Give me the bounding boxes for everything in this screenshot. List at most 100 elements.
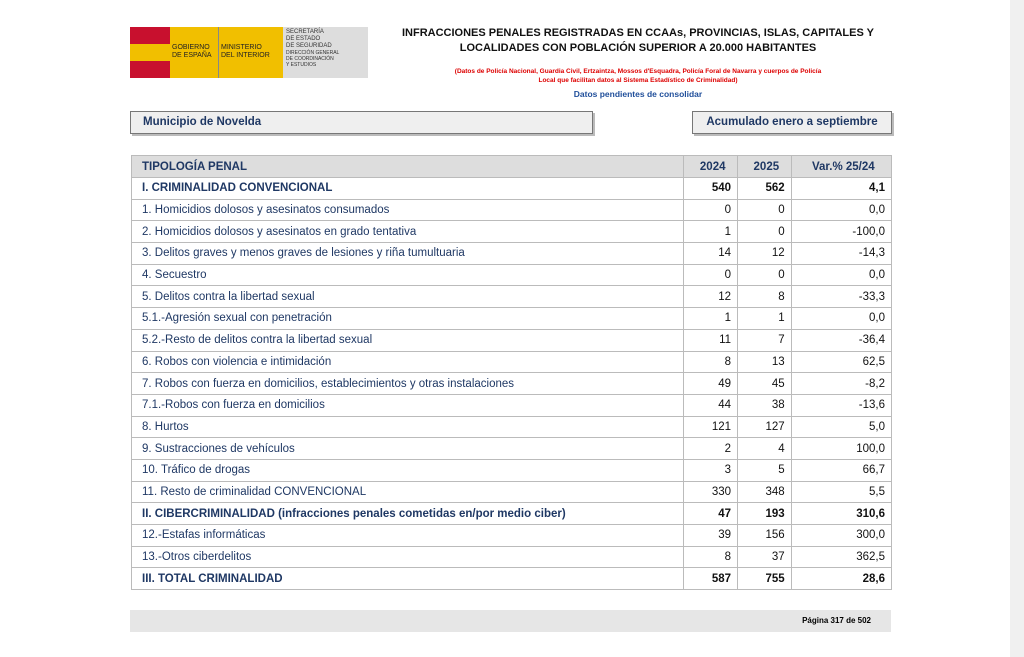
note: Datos pendientes de consolidar <box>573 89 703 99</box>
table-row: 5.2.-Resto de delitos contra la libertad… <box>130 328 893 352</box>
value-cell: 4,1 <box>790 177 893 200</box>
table-row: 11. Resto de criminalidad CONVENCIONAL 33… <box>130 480 893 504</box>
table-row: 4. Secuestro 0 0 0,0 <box>130 263 893 287</box>
column-header: TIPOLOGÍA PENAL <box>130 155 685 178</box>
subtitle-line: (Datos de Policía Nacional, Guardia Civi… <box>454 68 822 75</box>
title-line: LOCALIDADES CON POBLACIÓN SUPERIOR A 20.… <box>459 42 817 54</box>
column-header: 2025 <box>737 155 792 178</box>
value-cell: 348 <box>737 480 792 504</box>
logo-ministry: MINISTERIO DEL INTERIOR <box>218 27 283 78</box>
label-cell: 5. Delitos contra la libertad sexual <box>130 285 685 309</box>
table-row: 6. Robos con violencia e intimidación 8 13… <box>130 350 893 374</box>
page-number: Página 317 de 502 <box>802 616 871 625</box>
logo-text: SECRETARÍA <box>286 29 324 35</box>
subtitle-line: Local que facilitan datos al Sistema Est… <box>538 77 738 84</box>
value-cell: 7 <box>737 328 792 352</box>
logo-text: DE SEGURIDAD <box>286 43 332 49</box>
label-cell: 5.2.-Resto de delitos contra la libertad… <box>130 328 685 352</box>
subtitle: (Datos de Policía Nacional, Guardia Civi… <box>400 67 876 85</box>
value-cell: 4 <box>737 437 792 460</box>
value-cell: 330 <box>683 480 739 504</box>
value-cell: 12 <box>683 285 739 309</box>
value-cell: 3 <box>683 458 739 482</box>
logo-text: MINISTERIO <box>221 44 262 51</box>
table-row: 12.-Estafas informáticas 39 156 300,0 <box>130 524 893 547</box>
column-header: Var.% 25/24 <box>790 155 893 178</box>
value-cell: 0,0 <box>790 263 893 287</box>
value-cell: 362,5 <box>790 545 893 569</box>
value-cell: 0 <box>737 220 792 244</box>
label-cell: 5.1.-Agresión sexual con penetración <box>130 307 685 330</box>
period-box: Acumulado enero a septiembre <box>692 111 892 134</box>
logo-text: DE COORDINACIÓN <box>286 56 334 62</box>
flag-shield <box>130 27 170 78</box>
value-cell: 14 <box>683 242 739 265</box>
value-cell: 37 <box>737 545 792 569</box>
table-row: 5. Delitos contra la libertad sexual 12 8-… <box>130 285 893 309</box>
scrollbar <box>1010 0 1024 657</box>
value-cell: 5,0 <box>790 415 893 439</box>
crime-table: TIPOLOGÍA PENAL 2024 2025 Var.% 25/24 I. CR… <box>130 155 893 591</box>
value-cell: 587 <box>683 567 739 591</box>
municipality-box: Municipio de Novelda <box>130 111 593 134</box>
value-cell: 562 <box>737 177 792 200</box>
value-cell: 5 <box>737 458 792 482</box>
table-row: II. CIBERCRIMINALIDAD (infracciones pena… <box>130 502 893 525</box>
table-row: 1. Homicidios dolosos y asesinatos consu… <box>130 198 893 222</box>
value-cell: 12 <box>737 242 792 265</box>
value-cell: 5,5 <box>790 480 893 504</box>
value-cell: 0 <box>737 198 792 222</box>
value-cell: 1 <box>683 307 739 330</box>
label-cell: 4. Secuestro <box>130 263 685 287</box>
value-cell: 540 <box>683 177 739 200</box>
table-row: 7. Robos con fuerza en domicilios, estab… <box>130 372 893 395</box>
logo-text: DE ESTADO <box>286 36 321 42</box>
value-cell: 45 <box>737 372 792 395</box>
title: INFRACCIONES PENALES REGISTRADAS EN CCAA… <box>400 26 876 56</box>
table-row: 13.-Otros ciberdelitos 8 37 362,5 <box>130 545 893 569</box>
label-cell: 8. Hurtos <box>130 415 685 439</box>
value-cell: 8 <box>683 545 739 569</box>
logo-secretariat: SECRETARÍA DE ESTADO DE SEGURIDAD DIRECCIÓ… <box>283 27 368 78</box>
table-row: 8. Hurtos 121 127 5,0 <box>130 415 893 439</box>
value-cell: 0 <box>683 263 739 287</box>
logo: GOBIERNO DE ESPAÑA MINISTERIO DEL INTERIOR… <box>130 27 368 78</box>
value-cell: 1 <box>683 220 739 244</box>
value-cell: 49 <box>683 372 739 395</box>
value-cell: 1 <box>737 307 792 330</box>
logo-text: DE ESPAÑA <box>172 52 212 59</box>
title-line: INFRACCIONES PENALES REGISTRADAS EN CCAA… <box>401 27 875 39</box>
label-cell: 12.-Estafas informáticas <box>130 524 685 547</box>
value-cell: -33,3 <box>790 285 893 309</box>
value-cell: 0,0 <box>790 198 893 222</box>
label-cell: 7. Robos con fuerza en domicilios, estab… <box>130 372 685 395</box>
label-cell: 10. Tráfico de drogas <box>130 458 685 482</box>
value-cell: -13,6 <box>790 393 893 417</box>
value-cell: 44 <box>683 393 739 417</box>
value-cell: 28,6 <box>790 567 893 591</box>
table-row: 9. Sustracciones de vehículos 2 4 100,0 <box>130 437 893 460</box>
value-cell: 755 <box>737 567 792 591</box>
logo-text: DIRECCIÓN GENERAL <box>286 50 340 56</box>
header-row: TIPOLOGÍA PENAL 2024 2025 Var.% 25/24 <box>130 155 893 178</box>
logo-text: GOBIERNO <box>172 44 210 51</box>
label-cell: I. CRIMINALIDAD CONVENCIONAL <box>130 177 685 200</box>
value-cell: 66,7 <box>790 458 893 482</box>
logo-gov: GOBIERNO DE ESPAÑA <box>170 27 218 78</box>
value-cell: 193 <box>737 502 792 525</box>
footer: Página 317 de 502 <box>130 610 891 632</box>
value-cell: 127 <box>737 415 792 439</box>
table-row: 10. Tráfico de drogas 3 5 66,7 <box>130 458 893 482</box>
value-cell: 121 <box>683 415 739 439</box>
value-cell: 39 <box>683 524 739 547</box>
label-cell: 9. Sustracciones de vehículos <box>130 437 685 460</box>
logo-text: Y ESTUDIOS <box>286 62 317 68</box>
label-cell: 1. Homicidios dolosos y asesinatos consu… <box>130 198 685 222</box>
value-cell: 300,0 <box>790 524 893 547</box>
table-body: I. CRIMINALIDAD CONVENCIONAL 540 562 4,1 1. … <box>130 177 893 591</box>
label-cell: II. CIBERCRIMINALIDAD (infracciones pena… <box>130 502 685 525</box>
value-cell: 62,5 <box>790 350 893 374</box>
label-cell: III. TOTAL CRIMINALIDAD <box>130 567 685 591</box>
value-cell: 310,6 <box>790 502 893 525</box>
